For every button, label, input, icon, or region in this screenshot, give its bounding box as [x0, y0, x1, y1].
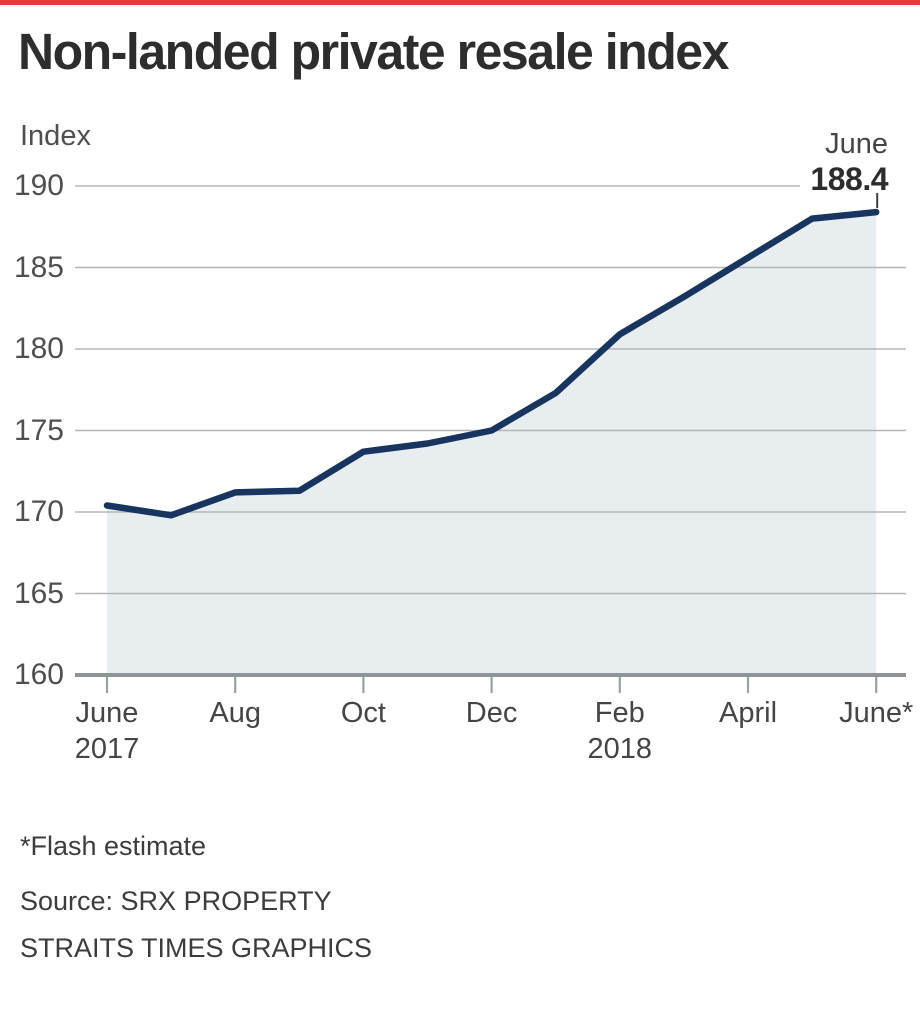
- y-tick-label-185: 185: [13, 250, 64, 284]
- y-tick-label-180: 180: [13, 332, 64, 365]
- y-tick-label-175: 175: [13, 413, 64, 447]
- x-tick-label-June: June*: [839, 697, 914, 729]
- page-title: Non-landed private resale index: [18, 23, 729, 80]
- x-tick-year-2018: 2018: [587, 733, 653, 765]
- footnote-source: Source: SRX PROPERTY: [20, 886, 332, 916]
- red-top-rule: [0, 0, 920, 5]
- footnote-flash-estimate: *Flash estimate: [20, 831, 207, 861]
- y-axis-title: Index: [20, 120, 91, 152]
- footnote-credit: STRAITS TIMES GRAPHICS: [20, 933, 373, 963]
- area-fill: [107, 212, 877, 675]
- x-tick-label-Aug: Aug: [209, 697, 261, 729]
- x-tick-label-Dec: Dec: [465, 697, 518, 729]
- chart-canvas: [75, 185, 906, 693]
- x-tick-label-April: April: [718, 697, 778, 729]
- x-tick-year-2017: 2017: [74, 733, 140, 765]
- annotation-value-label: 188.4: [810, 161, 888, 197]
- y-tick-label-160: 160: [13, 658, 64, 691]
- y-tick-label-190: 190: [13, 169, 64, 202]
- line-chart: Index 190 185 180 175 170 165 160 June 2017 Aug O…: [13, 120, 914, 765]
- y-tick-label-165: 165: [13, 576, 64, 610]
- annotation-month-label: June: [825, 128, 888, 160]
- index-line: [103, 208, 880, 519]
- x-tick-label-June: June: [75, 697, 139, 729]
- x-tick-label-Feb: Feb: [594, 697, 645, 729]
- x-tick-label-Oct: Oct: [340, 697, 386, 729]
- y-tick-label-170: 170: [13, 495, 64, 528]
